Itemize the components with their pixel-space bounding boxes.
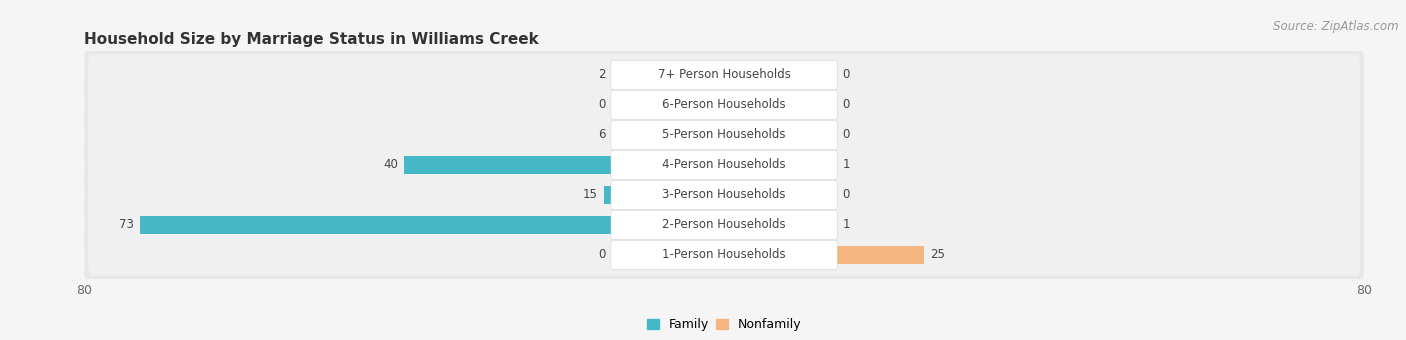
FancyBboxPatch shape <box>89 204 1360 245</box>
Text: 73: 73 <box>120 218 134 231</box>
Bar <box>724 156 733 174</box>
Legend: Family, Nonfamily: Family, Nonfamily <box>641 313 807 336</box>
FancyBboxPatch shape <box>89 54 1360 96</box>
FancyBboxPatch shape <box>84 78 1364 133</box>
Bar <box>724 216 733 234</box>
Text: 2-Person Households: 2-Person Households <box>662 218 786 231</box>
Text: 0: 0 <box>842 129 849 141</box>
Text: 2: 2 <box>598 68 606 82</box>
Text: 6: 6 <box>598 129 606 141</box>
Text: 25: 25 <box>931 248 945 261</box>
FancyBboxPatch shape <box>612 210 837 239</box>
FancyBboxPatch shape <box>612 151 837 179</box>
Bar <box>724 245 924 264</box>
Text: 5-Person Households: 5-Person Households <box>662 129 786 141</box>
Text: 6-Person Households: 6-Person Households <box>662 99 786 112</box>
Text: 0: 0 <box>842 188 849 201</box>
Bar <box>709 66 724 84</box>
Text: Household Size by Marriage Status in Williams Creek: Household Size by Marriage Status in Wil… <box>84 32 538 47</box>
Text: 7+ Person Households: 7+ Person Households <box>658 68 790 82</box>
FancyBboxPatch shape <box>89 174 1360 216</box>
Text: 1: 1 <box>842 218 851 231</box>
FancyBboxPatch shape <box>89 144 1360 186</box>
Bar <box>605 186 724 204</box>
FancyBboxPatch shape <box>84 137 1364 192</box>
FancyBboxPatch shape <box>84 227 1364 283</box>
Text: 0: 0 <box>842 68 849 82</box>
FancyBboxPatch shape <box>84 107 1364 163</box>
Bar <box>141 216 724 234</box>
FancyBboxPatch shape <box>612 61 837 89</box>
Text: 0: 0 <box>599 99 606 112</box>
FancyBboxPatch shape <box>612 121 837 149</box>
Text: 1: 1 <box>842 158 851 171</box>
Text: 4-Person Households: 4-Person Households <box>662 158 786 171</box>
FancyBboxPatch shape <box>612 181 837 209</box>
FancyBboxPatch shape <box>612 240 837 269</box>
Text: 0: 0 <box>599 248 606 261</box>
Bar <box>405 156 724 174</box>
Text: 40: 40 <box>382 158 398 171</box>
Text: Source: ZipAtlas.com: Source: ZipAtlas.com <box>1274 20 1399 33</box>
Text: 15: 15 <box>583 188 598 201</box>
FancyBboxPatch shape <box>89 234 1360 275</box>
Bar <box>676 126 724 144</box>
FancyBboxPatch shape <box>89 114 1360 156</box>
FancyBboxPatch shape <box>89 84 1360 126</box>
Text: 1-Person Households: 1-Person Households <box>662 248 786 261</box>
FancyBboxPatch shape <box>84 167 1364 222</box>
FancyBboxPatch shape <box>612 90 837 119</box>
Text: 3-Person Households: 3-Person Households <box>662 188 786 201</box>
FancyBboxPatch shape <box>84 47 1364 103</box>
Text: 0: 0 <box>842 99 849 112</box>
FancyBboxPatch shape <box>84 197 1364 252</box>
